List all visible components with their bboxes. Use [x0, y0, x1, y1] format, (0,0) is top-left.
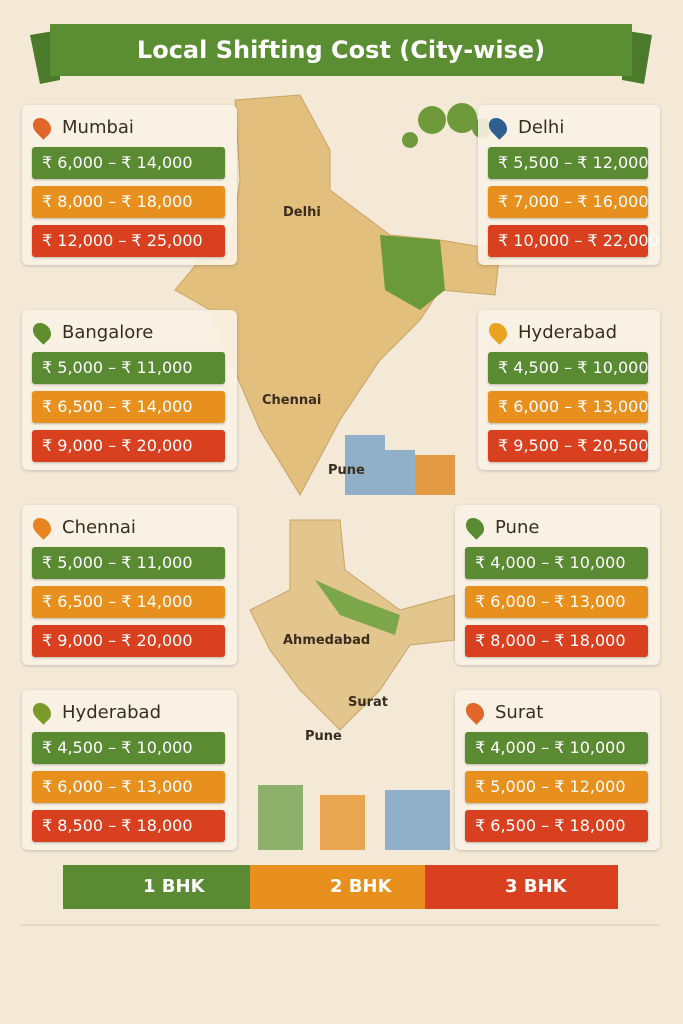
- price-range: ₹ 7,000 – ₹ 16,000: [488, 186, 649, 218]
- legend-label: 1 BHK: [143, 876, 205, 897]
- price-range: ₹ 6,500 – ₹ 14,000: [32, 586, 225, 618]
- price-range: ₹ 4,000 – ₹ 10,000: [465, 547, 648, 579]
- map-india-top: [174, 94, 501, 497]
- price-range: ₹ 6,500 – ₹ 18,000: [465, 810, 648, 842]
- legend-swatch: [425, 865, 618, 909]
- city-name: Surat: [495, 702, 544, 723]
- map-india-bottom: [249, 519, 456, 731]
- price-range: ₹ 12,000 – ₹ 25,000: [32, 225, 225, 257]
- legend-label: 3 BHK: [505, 876, 567, 897]
- price-range: ₹ 9,500 – ₹ 20,500: [488, 430, 649, 462]
- price-range: ₹ 6,500 – ₹ 14,000: [32, 391, 225, 423]
- price-range: ₹ 6,000 – ₹ 14,000: [32, 147, 225, 179]
- price-range: ₹ 6,000 – ₹ 13,000: [465, 586, 648, 618]
- price-range: ₹ 8,000 – ₹ 18,000: [32, 186, 225, 218]
- legend-swatch: [250, 865, 425, 909]
- price-range: ₹ 8,500 – ₹ 18,000: [32, 810, 225, 842]
- city-name: Mumbai: [62, 117, 134, 138]
- city-name: Chennai: [62, 517, 136, 538]
- buildings: [258, 435, 455, 850]
- map-label: Chennai: [262, 393, 322, 408]
- city-name: Bangalore: [62, 322, 154, 343]
- price-range: ₹ 5,000 – ₹ 12,000: [465, 771, 648, 803]
- map-label: Surat: [348, 695, 389, 710]
- banner: [50, 24, 632, 76]
- map-label: Ahmedabad: [283, 633, 371, 648]
- price-range: ₹ 6,000 – ₹ 13,000: [32, 771, 225, 803]
- title: Local Shifting Cost (City-wise): [136, 36, 546, 64]
- price-range: ₹ 10,000 – ₹ 22,000: [488, 225, 659, 257]
- city-name: Hyderabad: [62, 702, 161, 723]
- price-range: ₹ 9,000 – ₹ 20,000: [32, 430, 225, 462]
- city-name: Hyderabad: [518, 322, 617, 343]
- map-label: Pune: [305, 729, 342, 744]
- price-range: ₹ 5,000 – ₹ 11,000: [32, 352, 225, 384]
- map-label: Pune: [328, 463, 365, 478]
- price-range: ₹ 8,000 – ₹ 18,000: [465, 625, 648, 657]
- city-name: Pune: [495, 517, 540, 538]
- city-name: Delhi: [518, 117, 565, 138]
- map-region: [380, 235, 445, 310]
- price-range: ₹ 4,000 – ₹ 10,000: [465, 732, 648, 764]
- price-range: ₹ 4,500 – ₹ 10,000: [32, 732, 225, 764]
- price-range: ₹ 9,000 – ₹ 20,000: [32, 625, 225, 657]
- map-region: [315, 580, 400, 635]
- map-label: Delhi: [283, 205, 321, 220]
- price-range: ₹ 5,500 – ₹ 12,000: [488, 147, 649, 179]
- price-range: ₹ 4,500 – ₹ 10,000: [488, 352, 649, 384]
- legend-swatch: [63, 865, 250, 909]
- legend-label: 2 BHK: [330, 876, 392, 897]
- price-range: ₹ 6,000 – ₹ 13,000: [488, 391, 649, 423]
- price-range: ₹ 5,000 – ₹ 11,000: [32, 547, 225, 579]
